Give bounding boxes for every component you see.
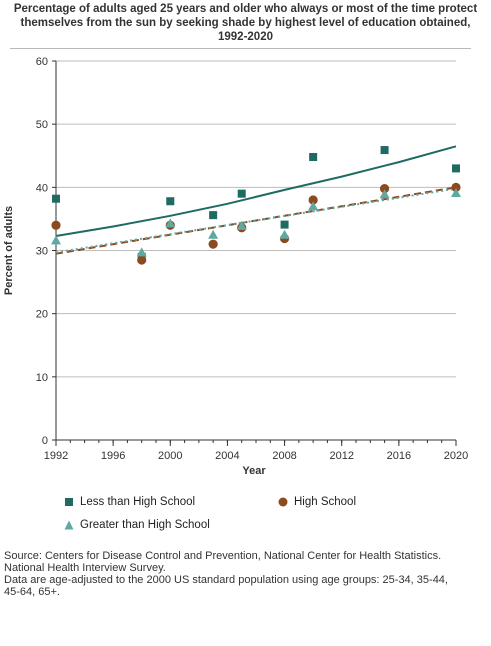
legend-less-than-high-school: Less than High School <box>64 496 195 508</box>
x-tick-label: 2016 <box>387 450 411 462</box>
data-point-circle <box>379 183 390 194</box>
source-line-1: Source: Centers for Disease Control and … <box>4 550 442 562</box>
x-axis-title: Year <box>242 465 266 477</box>
y-tick-label: 60 <box>36 56 48 68</box>
chart-plot: 0 10 20 30 40 50 60 1992 1996 2000 2004 2008 2012 201… <box>3 56 468 477</box>
square-marker-icon <box>65 498 73 506</box>
x-tick-label: 2012 <box>329 450 353 462</box>
legend-label-less-than-high-school: Less than High School <box>80 496 196 508</box>
data-point-triangle <box>165 218 176 228</box>
data-point-square <box>237 189 246 198</box>
y-tick-label: 10 <box>36 372 48 384</box>
x-tick-label: 1992 <box>44 450 68 462</box>
source-line-3: Data are age-adjusted to the 2000 US sta… <box>4 574 448 586</box>
data-point-triangle <box>279 229 290 239</box>
data-point-triangle <box>51 235 61 245</box>
data-point-triangle <box>308 201 319 211</box>
x-tick-label: 2008 <box>272 450 296 462</box>
trend-line-1 <box>55 145 457 237</box>
data-point-circle <box>51 220 61 230</box>
legend-high-school: High School <box>278 496 356 508</box>
y-tick-label: 20 <box>36 309 48 321</box>
legend-label-high-school: High School <box>294 496 357 508</box>
x-tick-label: 2004 <box>215 450 239 462</box>
data-point-circle <box>137 255 147 265</box>
data-point-triangle <box>379 189 390 199</box>
data-point-triangle <box>136 247 147 257</box>
trend-line-2 <box>55 186 457 255</box>
data-point-square <box>309 153 318 162</box>
x-tick-label: 1996 <box>101 450 125 462</box>
data-point-circle <box>308 195 318 205</box>
data-point-square <box>280 220 289 229</box>
triangle-marker-icon <box>64 520 74 530</box>
title-line-2: themselves from the sun by seeking shade… <box>20 17 471 29</box>
source-note: Source: Centers for Disease Control and … <box>4 550 489 598</box>
y-tick-label: 50 <box>36 119 48 131</box>
data-point-circle <box>208 239 218 249</box>
data-point-square <box>209 211 218 220</box>
data-point-square <box>452 164 460 173</box>
x-tick-label: 2000 <box>158 450 182 462</box>
data-point-triangle <box>208 229 219 239</box>
data-point-square <box>166 197 175 206</box>
title-divider <box>10 48 471 49</box>
source-line-2: National Health Interview Survey. <box>4 562 166 574</box>
legend-label-greater-than-high-school: Greater than High School <box>80 519 210 531</box>
data-point-square <box>380 146 389 155</box>
x-tick-label: 2020 <box>444 450 468 462</box>
y-tick-label: 40 <box>36 182 48 194</box>
data-point-square <box>52 194 60 203</box>
source-line-4: 45-64, 65+. <box>4 586 60 598</box>
title-line-3: 1992-2020 <box>218 31 273 43</box>
legend-greater-than-high-school: Greater than High School <box>64 519 210 531</box>
y-tick-label: 0 <box>42 435 48 447</box>
chart-title: Percentage of adults aged 25 years and o… <box>0 2 491 44</box>
y-axis-title: Percent of adults <box>3 206 15 295</box>
data-point-triangle <box>451 188 461 198</box>
data-point-triangle <box>236 220 247 230</box>
circle-marker-icon <box>278 497 288 507</box>
y-tick-label: 30 <box>36 246 48 258</box>
data-point-circle <box>451 182 461 192</box>
title-line-1: Percentage of adults aged 25 years and o… <box>13 3 478 15</box>
